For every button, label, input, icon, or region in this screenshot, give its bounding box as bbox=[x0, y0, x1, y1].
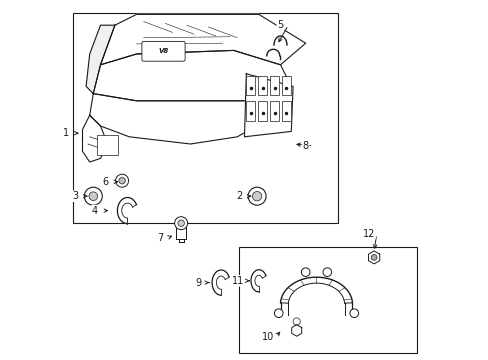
FancyBboxPatch shape bbox=[142, 41, 185, 61]
Polygon shape bbox=[244, 74, 292, 137]
Bar bbox=[269, 101, 279, 121]
Polygon shape bbox=[291, 325, 301, 336]
Bar bbox=[239, 247, 416, 353]
Polygon shape bbox=[368, 251, 379, 264]
Text: 1: 1 bbox=[63, 128, 69, 138]
Text: 2: 2 bbox=[236, 191, 242, 201]
Circle shape bbox=[178, 220, 184, 226]
Bar bbox=[246, 76, 255, 95]
Bar bbox=[176, 226, 186, 239]
Circle shape bbox=[252, 192, 261, 201]
Circle shape bbox=[301, 268, 309, 276]
Circle shape bbox=[174, 217, 187, 230]
Text: 8: 8 bbox=[302, 141, 308, 151]
Polygon shape bbox=[82, 115, 107, 162]
Text: 6: 6 bbox=[102, 177, 109, 187]
Bar bbox=[258, 101, 266, 121]
Text: V8: V8 bbox=[158, 48, 168, 54]
Circle shape bbox=[115, 174, 128, 187]
Circle shape bbox=[89, 192, 98, 201]
Bar bbox=[269, 76, 279, 95]
Bar bbox=[97, 135, 118, 155]
Text: 10: 10 bbox=[261, 332, 273, 342]
Text: 9: 9 bbox=[195, 278, 201, 288]
Circle shape bbox=[292, 318, 300, 325]
Circle shape bbox=[84, 187, 102, 205]
Circle shape bbox=[247, 187, 265, 205]
Circle shape bbox=[119, 177, 125, 184]
Circle shape bbox=[274, 309, 283, 318]
Polygon shape bbox=[89, 94, 262, 144]
Text: 4: 4 bbox=[92, 206, 98, 216]
Text: 11: 11 bbox=[231, 276, 244, 286]
Circle shape bbox=[370, 255, 376, 260]
Polygon shape bbox=[101, 14, 305, 65]
Circle shape bbox=[322, 268, 331, 276]
Bar bbox=[282, 101, 290, 121]
Text: 7: 7 bbox=[157, 233, 163, 243]
Polygon shape bbox=[93, 50, 291, 101]
Bar bbox=[73, 13, 337, 223]
Text: 12: 12 bbox=[362, 229, 374, 239]
Bar bbox=[258, 76, 266, 95]
Bar bbox=[246, 101, 255, 121]
Bar bbox=[282, 76, 290, 95]
Text: 3: 3 bbox=[72, 191, 78, 201]
Polygon shape bbox=[86, 25, 115, 94]
Text: 5: 5 bbox=[277, 20, 283, 30]
Circle shape bbox=[349, 309, 358, 318]
